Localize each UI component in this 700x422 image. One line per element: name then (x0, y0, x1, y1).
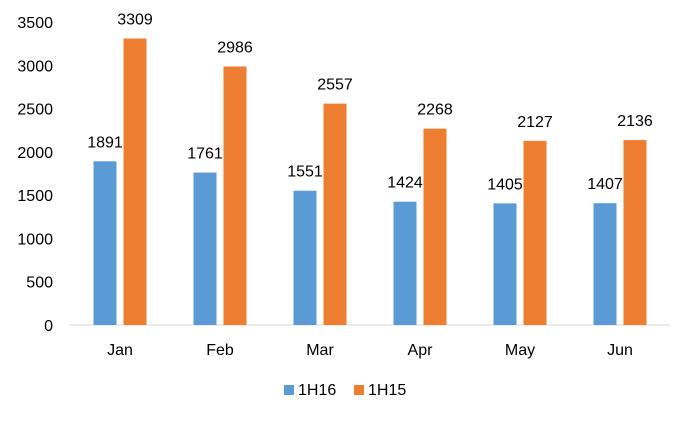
y-tick-label: 1000 (17, 231, 53, 248)
bar-1h16-jun (593, 203, 617, 325)
bar-1h15-may (523, 140, 547, 325)
bar-1h15-jun (623, 140, 647, 325)
y-tick-label: 1500 (17, 188, 53, 205)
bar-1h16-may (493, 203, 517, 325)
data-label: 1551 (287, 164, 323, 181)
data-label: 2986 (217, 39, 253, 56)
bar-1h15-apr (423, 128, 447, 325)
x-axis: Jan Feb Mar Apr May Jun (70, 324, 670, 359)
legend-label: 1H15 (368, 382, 406, 399)
x-tick-label: May (505, 342, 535, 359)
bar-1h15-mar (323, 103, 347, 325)
y-tick-label: 3500 (17, 15, 53, 32)
bar-1h16-feb (193, 172, 217, 325)
y-tick-label: 3000 (17, 58, 53, 75)
data-label: 1407 (587, 176, 623, 193)
data-label: 2127 (517, 114, 553, 131)
data-label: 1891 (87, 134, 123, 151)
legend-swatch (284, 385, 294, 395)
data-label: 2268 (417, 102, 453, 119)
bar-1h15-jan (123, 38, 147, 325)
data-label: 2557 (317, 77, 353, 94)
bar-1h16-jan (93, 161, 117, 325)
legend-label: 1H16 (298, 382, 336, 399)
x-tick-label: Feb (206, 342, 234, 359)
bar-1h16-mar (293, 190, 317, 325)
legend-swatch (354, 385, 364, 395)
data-label: 1761 (187, 146, 223, 163)
data-label: 2136 (617, 113, 653, 130)
bars: 1891 3309 1761 2986 1551 2557 1424 2268 1405 2127… (87, 12, 653, 325)
y-tick-label: 2000 (17, 145, 53, 162)
bar-1h15-feb (223, 66, 247, 325)
y-tick-label: 500 (26, 275, 53, 292)
x-tick-label: Jan (107, 342, 133, 359)
data-label: 1405 (487, 176, 523, 193)
y-axis: 0 500 1000 1500 2000 2500 3000 3500 (17, 15, 53, 335)
x-tick-label: Jun (607, 342, 633, 359)
y-tick-label: 2500 (17, 102, 53, 119)
legend: 1H16 1H15 (284, 382, 406, 399)
bar-1h16-apr (393, 201, 417, 325)
x-tick-label: Apr (408, 342, 434, 359)
data-label: 3309 (117, 12, 153, 29)
data-label: 1424 (387, 175, 423, 192)
x-tick-label: Mar (306, 342, 334, 359)
y-tick-label: 0 (44, 318, 53, 335)
